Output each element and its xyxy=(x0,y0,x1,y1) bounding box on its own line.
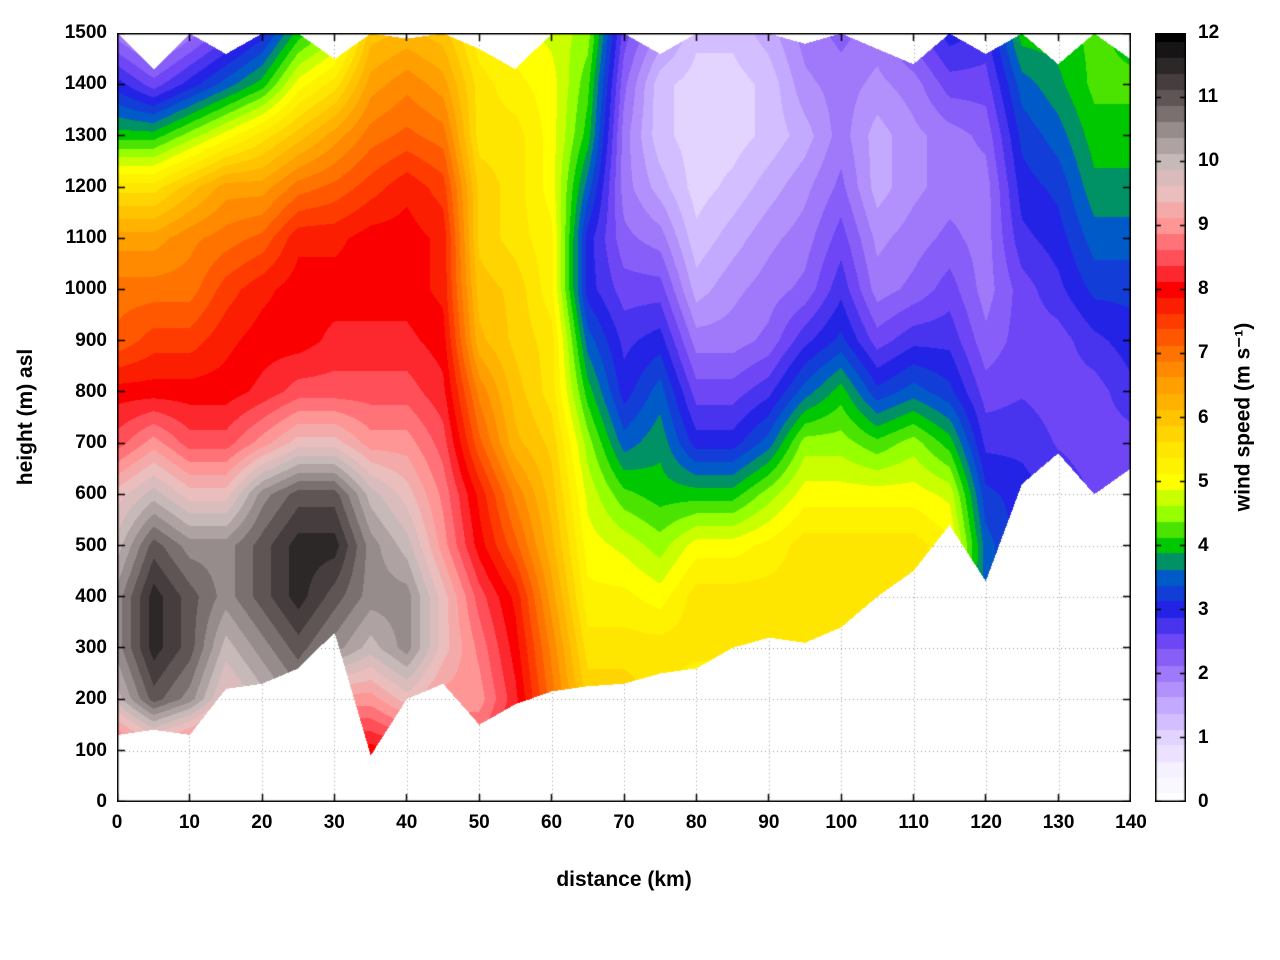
x-tick-label: 140 xyxy=(1115,812,1147,833)
y-tick-label: 900 xyxy=(75,329,107,351)
colorbar-tick-label: 12 xyxy=(1198,22,1220,43)
colorbar-tick-label: 7 xyxy=(1198,342,1209,364)
x-tick-label: 20 xyxy=(251,812,273,833)
colorbar-tick-label: 0 xyxy=(1198,791,1209,812)
colorbar-tick-label: 11 xyxy=(1198,86,1219,108)
y-tick-label: 1500 xyxy=(64,22,107,43)
colorbar-tick-label: 1 xyxy=(1198,726,1209,748)
y-tick-label: 0 xyxy=(96,791,107,812)
colorbar-tick-label: 3 xyxy=(1198,598,1209,620)
y-tick-label: 600 xyxy=(75,483,107,505)
colorbar-tick-label: 4 xyxy=(1198,534,1209,556)
x-tick-label: 40 xyxy=(396,812,418,833)
y-tick-label: 400 xyxy=(75,585,107,607)
y-axis-title: height (m) asl xyxy=(14,348,37,486)
colorbar xyxy=(1155,33,1186,802)
x-tick-label: 0 xyxy=(111,812,123,833)
y-tick-label: 1200 xyxy=(64,175,107,197)
colorbar-tick-label: 9 xyxy=(1198,214,1209,236)
x-tick-label: 30 xyxy=(323,812,345,833)
x-axis-title: distance (km) xyxy=(556,868,692,891)
y-tick-label: 700 xyxy=(75,432,107,454)
x-tick-label: 110 xyxy=(898,812,930,833)
colorbar-tick-label: 5 xyxy=(1198,470,1209,492)
y-tick-label: 800 xyxy=(75,380,107,402)
x-tick-label: 60 xyxy=(540,812,563,833)
y-tick-label: 1300 xyxy=(64,124,107,146)
x-tick-label: 100 xyxy=(825,812,858,833)
y-tick-label: 300 xyxy=(75,637,107,659)
x-tick-label: 10 xyxy=(178,812,200,833)
y-tick-label: 1000 xyxy=(64,278,107,300)
y-tick-label: 1100 xyxy=(65,227,107,249)
x-tick-label: 120 xyxy=(970,812,1002,833)
y-tick-label: 100 xyxy=(75,739,107,761)
y-tick-label: 200 xyxy=(75,688,107,710)
x-tick-label: 70 xyxy=(613,812,635,833)
colorbar-tick-label: 6 xyxy=(1198,406,1209,428)
x-tick-label: 130 xyxy=(1042,812,1075,833)
x-tick-label: 80 xyxy=(685,812,707,833)
colorbar-tick-label: 10 xyxy=(1198,150,1220,172)
y-tick-label: 500 xyxy=(75,534,107,556)
y-tick-label: 1400 xyxy=(64,73,107,95)
x-tick-label: 90 xyxy=(758,812,780,833)
colorbar-tick-label: 2 xyxy=(1198,662,1209,684)
contour-heatmap-canvas xyxy=(117,33,1131,802)
x-tick-label: 50 xyxy=(468,812,490,833)
colorbar-tick-label: 8 xyxy=(1198,278,1209,300)
